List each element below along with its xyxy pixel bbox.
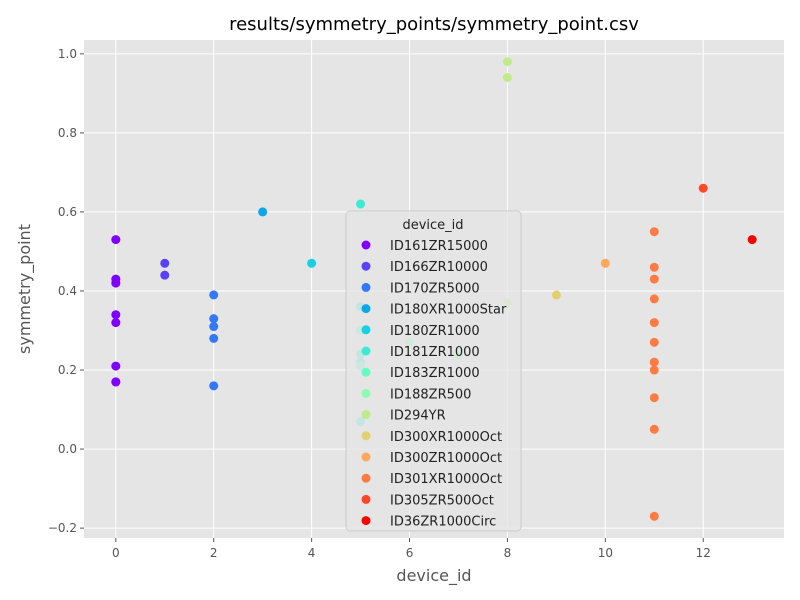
y-tick-label: −0.2 [48,521,77,535]
data-point [111,361,121,371]
y-tick-label: 0.6 [58,205,77,219]
data-point [649,227,659,237]
legend-marker [361,494,371,504]
data-point [209,322,219,332]
legend-label: ID166ZR10000 [390,260,488,275]
legend-marker [361,367,371,377]
data-point [209,381,219,391]
data-point [649,274,659,284]
data-point [209,333,219,343]
legend-marker [361,452,371,462]
legend-marker [361,325,371,335]
data-point [502,57,512,67]
data-point [356,199,366,209]
legend-marker [361,261,371,271]
legend-marker [361,304,371,314]
legend-label: ID170ZR5000 [390,281,480,296]
legend-label: ID305ZR500Oct [390,493,494,508]
data-point [600,258,610,268]
data-point [307,258,317,268]
y-tick-label: 0.4 [58,284,77,298]
legend-title: device_id [402,218,463,233]
legend-marker [361,346,371,356]
data-point [747,235,757,245]
y-tick-label: 0.2 [58,363,77,377]
legend-box [345,210,522,532]
data-point [649,337,659,347]
legend-marker [361,240,371,250]
data-point [111,235,121,245]
legend-label: ID300XR1000Oct [390,430,502,445]
x-tick-label: 8 [504,546,512,560]
data-point [111,278,121,288]
y-tick-label: 0.0 [58,442,77,456]
data-point [649,511,659,521]
x-tick-label: 12 [696,546,711,560]
data-point [649,294,659,304]
x-tick-label: 4 [308,546,316,560]
x-axis-ticks: 0 2 4 6 8 10 12 [112,538,711,560]
data-point [209,314,219,324]
legend-label: ID294YR [390,409,446,424]
legend-label: ID36ZR1000Circ [390,515,496,530]
x-axis-title: device_id [396,566,471,586]
y-tick-label: 0.8 [58,126,77,140]
data-point [258,207,268,217]
data-point [111,310,121,320]
data-point [551,290,561,300]
legend-label: ID181ZR1000 [390,345,480,360]
x-tick-label: 0 [112,546,120,560]
y-axis-ticks: −0.2 0.0 0.2 0.4 0.6 0.8 1.0 [48,47,84,535]
legend-label: ID180ZR1000 [390,324,480,339]
data-point [649,393,659,403]
y-tick-label: 1.0 [58,47,77,61]
data-point [209,290,219,300]
legend-label: ID188ZR500 [390,387,471,402]
legend-label: ID180XR1000Star [390,303,507,318]
legend-label: ID161ZR15000 [390,239,488,254]
x-tick-label: 10 [598,546,613,560]
chart-title: results/symmetry_points/symmetry_point.c… [229,14,639,35]
data-point [649,424,659,434]
data-point [111,377,121,387]
x-tick-label: 2 [210,546,218,560]
data-point [111,318,121,328]
data-point [649,365,659,375]
data-point [649,262,659,272]
data-point [649,357,659,367]
legend-marker [361,516,371,526]
y-axis-title: symmetry_point [15,224,35,354]
legend-items: ID161ZR15000 ID166ZR10000 ID170ZR5000 ID180… [361,239,507,530]
legend-marker [361,388,371,398]
legend: device_id ID161ZR15000 ID166ZR10000 ID170Z… [345,210,522,532]
legend-label: ID183ZR1000 [390,366,480,381]
x-tick-label: 6 [406,546,414,560]
legend-marker [361,473,371,483]
data-point [649,318,659,328]
legend-marker [361,410,371,420]
data-point [160,270,170,280]
data-point [698,183,708,193]
data-point [502,73,512,83]
legend-marker [361,282,371,292]
legend-label: ID301XR1000Oct [390,472,502,487]
legend-label: ID300ZR1000Oct [390,451,502,466]
legend-marker [361,431,371,441]
data-point [160,258,170,268]
